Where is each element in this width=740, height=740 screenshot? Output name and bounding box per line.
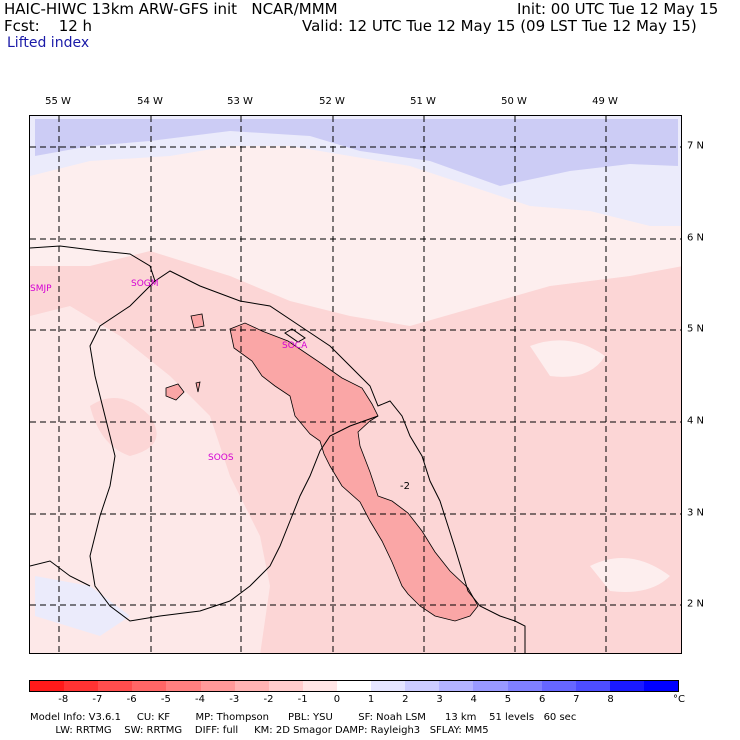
colorbar-swatch — [336, 681, 372, 691]
colorbar-swatch — [200, 681, 235, 691]
colorbar-swatch — [234, 681, 269, 691]
colorbar-tick-label: -4 — [195, 694, 206, 705]
field-minus2-band — [229, 322, 479, 622]
graticule — [30, 116, 681, 653]
colorbar-tick-label: -6 — [126, 694, 137, 705]
lat-label-7n: 7 N — [687, 140, 705, 152]
lon-label-54w: 54 W — [137, 96, 163, 107]
colorbar-swatch — [371, 681, 406, 691]
colorbar-tick-label: -7 — [92, 694, 103, 705]
model-title: HAIC-HIWC 13km ARW-GFS init NCAR/MMM — [4, 0, 338, 18]
field-plus2-fill — [35, 119, 678, 186]
field-land-patch — [30, 306, 270, 653]
colorbar-tick-label: 5 — [504, 694, 512, 705]
colorbar-swatch — [541, 681, 576, 691]
field-patch-4 — [590, 558, 670, 592]
field-patch-3 — [530, 340, 605, 377]
colorbar-swatch — [575, 681, 610, 691]
lat-label-2n: 2 N — [687, 598, 705, 610]
colorbar-swatch — [302, 681, 337, 691]
station-sogm: SOGM — [131, 279, 159, 289]
colorbar-swatch — [473, 681, 508, 691]
colorbar-swatch — [609, 681, 644, 691]
lon-label-55w: 55 W — [45, 96, 71, 107]
field-minus2-cell-a — [190, 313, 205, 329]
country-border-west — [30, 560, 91, 587]
station-soos: SOOS — [208, 453, 234, 463]
island-outline — [284, 328, 306, 343]
colorbar-swatch — [132, 681, 167, 691]
lat-label-4n: 4 N — [687, 415, 705, 427]
model-info-line2: LW: RRTMG SW: RRTMG DIFF: full KM: 2D Sm… — [30, 725, 489, 736]
coastline — [30, 245, 526, 653]
field-minus2-cell-b — [165, 383, 185, 401]
colorbar-tick-label: -8 — [58, 694, 69, 705]
colorbar — [29, 680, 679, 692]
lat-label-5n: 5 N — [687, 323, 705, 335]
init-time: Init: 00 UTC Tue 12 May 15 — [517, 0, 719, 18]
colorbar-swatch — [64, 681, 99, 691]
lon-label-50w: 50 W — [501, 96, 527, 107]
colorbar-swatch — [643, 681, 679, 691]
lat-label-3n: 3 N — [687, 507, 705, 519]
station-smjp: SMJP — [30, 284, 52, 294]
colorbar-unit: °C — [673, 694, 685, 705]
forecast-hour: Fcst: 12 h — [4, 17, 93, 35]
field-name: Lifted index — [7, 35, 90, 51]
field-patch-2 — [90, 398, 157, 456]
colorbar-tick-label: 6 — [538, 694, 546, 705]
contour-label: -2 — [400, 481, 410, 492]
lon-label-52w: 52 W — [319, 96, 345, 107]
lon-label-49w: 49 W — [592, 96, 618, 107]
valid-time: Valid: 12 UTC Tue 12 May 15 (09 LST Tue … — [302, 17, 697, 35]
colorbar-tick-label: -1 — [297, 694, 308, 705]
colorbar-swatch — [98, 681, 133, 691]
colorbar-tick-label: 7 — [573, 694, 580, 705]
colorbar-swatch — [405, 681, 440, 691]
country-border — [89, 280, 379, 622]
colorbar-tick-label: 4 — [470, 694, 477, 705]
model-info-line1: Model Info: V3.6.1 CU: KF MP: Thompson P… — [30, 712, 577, 723]
lon-label-51w: 51 W — [410, 96, 436, 107]
lon-label-53w: 53 W — [227, 96, 253, 107]
colorbar-tick-label: -5 — [160, 694, 171, 705]
colorbar-swatch — [507, 681, 542, 691]
field-minus2-cell-c — [195, 381, 201, 393]
colorbar-swatch — [439, 681, 474, 691]
colorbar-tick-label: 1 — [367, 694, 375, 705]
colorbar-tick-label: -3 — [229, 694, 240, 705]
colorbar-tick-label: -2 — [263, 694, 274, 705]
map-panel — [29, 115, 682, 654]
colorbar-swatch — [166, 681, 201, 691]
lifted-index-map — [30, 116, 681, 653]
colorbar-tick-label: 3 — [436, 694, 443, 705]
colorbar-tick-label: 0 — [333, 694, 341, 705]
station-soca: SOCA — [282, 341, 308, 351]
lat-label-6n: 6 N — [687, 232, 705, 244]
colorbar-tick-label: 2 — [402, 694, 409, 705]
colorbar-tick-label: 8 — [607, 694, 614, 705]
colorbar-swatch — [268, 681, 303, 691]
colorbar-swatch — [30, 681, 65, 691]
